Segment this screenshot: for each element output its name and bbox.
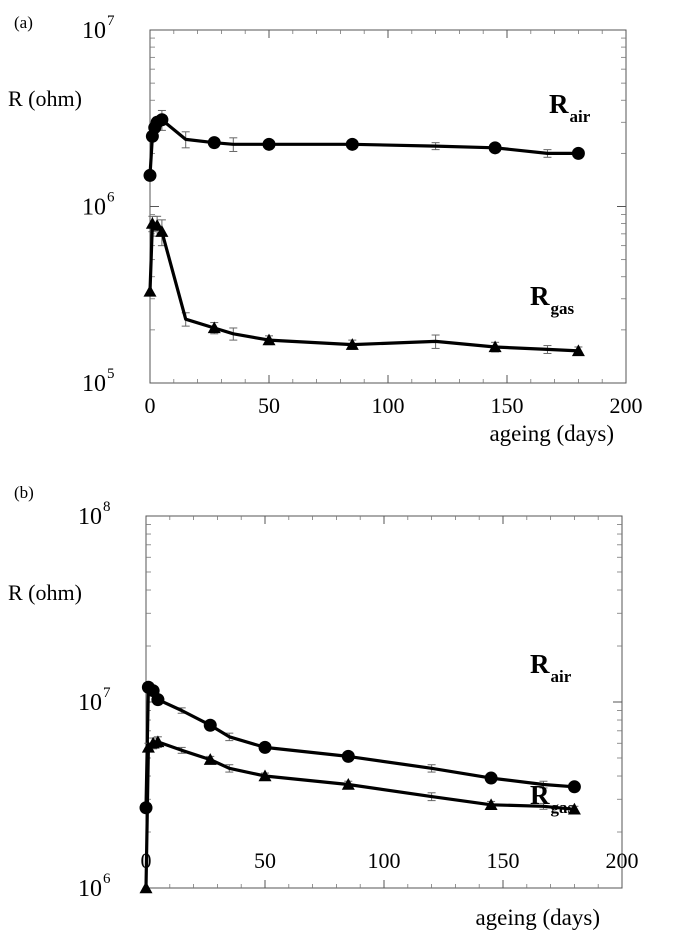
y-tick-label: 10 (78, 690, 102, 716)
series-label-gas: Rgas (530, 780, 575, 817)
series-label-air: Rair (549, 89, 591, 126)
series-label-air: Rair (530, 649, 572, 686)
y-axis-label: R (ohm) (8, 580, 82, 605)
y-tick-exponent: 6 (107, 190, 115, 206)
series-line (144, 685, 575, 808)
series-gas (139, 735, 581, 894)
y-tick-exponent: 6 (103, 871, 111, 887)
x-tick-label: 50 (258, 393, 280, 418)
data-point-triangle (151, 735, 165, 748)
y-tick-exponent: 8 (103, 499, 111, 515)
data-point-circle (143, 168, 157, 182)
data-point-circle (341, 749, 355, 763)
y-tick-exponent: 5 (107, 366, 115, 382)
data-point-triangle (341, 778, 355, 790)
y-tick-label: 10 (82, 371, 106, 397)
data-point-triangle (262, 333, 276, 346)
data-point-triangle (203, 753, 217, 765)
y-tick-label: 10 (82, 18, 106, 44)
data-point-triangle (345, 338, 359, 350)
data-point-triangle (139, 881, 153, 894)
data-point-circle (484, 771, 498, 785)
data-point-circle (571, 146, 585, 160)
data-point-circle (567, 780, 581, 794)
series-label-subscript: air (551, 667, 572, 686)
data-point-triangle (484, 798, 498, 811)
x-tick-label: 200 (610, 393, 643, 418)
data-point-triangle (258, 769, 272, 782)
x-tick-label: 100 (368, 848, 401, 873)
data-point-circle (262, 137, 276, 151)
data-point-circle (488, 141, 502, 155)
data-point-triangle (143, 284, 157, 297)
y-tick-exponent: 7 (107, 13, 115, 29)
series-label-main: R (530, 281, 550, 311)
x-axis-label: ageing (days) (475, 905, 600, 930)
x-tick-label: 150 (487, 848, 520, 873)
data-point-triangle (567, 802, 581, 815)
data-point-circle (258, 740, 272, 754)
x-tick-label: 0 (145, 393, 156, 418)
data-point-triangle (155, 225, 169, 237)
series-label-gas: Rgas (530, 281, 575, 318)
x-axis-label: ageing (days) (489, 421, 614, 446)
y-tick-label: 10 (78, 504, 102, 530)
data-point-circle (345, 137, 359, 151)
y-axis-label: R (ohm) (8, 86, 82, 111)
data-point-triangle (150, 219, 164, 231)
x-tick-label: 100 (372, 393, 405, 418)
data-point-circle (155, 113, 169, 127)
y-tick-label: 10 (78, 876, 102, 902)
series-label-main: R (549, 89, 569, 119)
series-gas (143, 215, 585, 357)
x-tick-label: 200 (606, 848, 639, 873)
series-label-subscript: air (570, 107, 591, 126)
panel-label: (b) (14, 483, 34, 502)
data-point-circle (203, 718, 217, 732)
series-air (139, 680, 581, 815)
x-tick-label: 150 (491, 393, 524, 418)
data-point-triangle (571, 344, 585, 357)
series-air (143, 109, 585, 182)
series-label-main: R (530, 649, 550, 679)
panel-label: (a) (14, 13, 33, 32)
data-point-circle (151, 693, 165, 707)
data-point-circle (207, 136, 221, 150)
plot-frame (145, 515, 623, 889)
data-point-triangle (488, 340, 502, 353)
series-label-subscript: gas (551, 798, 575, 817)
data-point-triangle (207, 321, 221, 334)
series-label-main: R (530, 780, 550, 810)
series-label-subscript: gas (551, 299, 575, 318)
y-tick-label: 10 (82, 195, 106, 221)
y-tick-exponent: 7 (103, 685, 111, 701)
x-tick-label: 50 (254, 848, 276, 873)
